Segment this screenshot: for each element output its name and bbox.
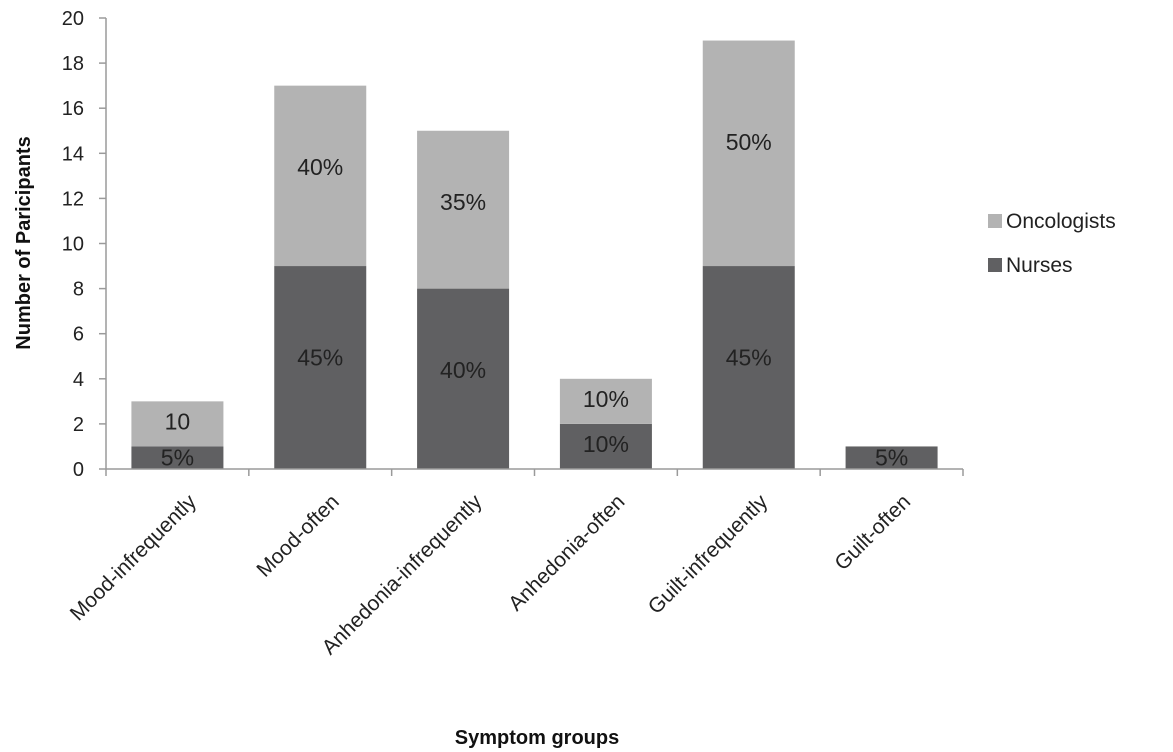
- x-category-label: Guilt-often: [830, 490, 915, 575]
- bar-oncologists-mood-often: [274, 85, 367, 267]
- y-tick-label: 18: [62, 53, 84, 75]
- data-label-nurses: 40%: [440, 357, 486, 383]
- x-category-label: Guilt-infrequently: [644, 490, 773, 619]
- data-label-oncologists: 10%: [583, 386, 629, 412]
- data-label-nurses: 10%: [583, 431, 629, 457]
- y-axis-ticks: 0 2 4 6 8 10 12 14 16 18 20: [62, 8, 964, 481]
- y-tick-label: 14: [62, 143, 84, 165]
- y-tick-label: 0: [73, 459, 84, 481]
- legend-swatch-oncologists: [988, 214, 1002, 228]
- legend-label-oncologists: Oncologists: [1006, 210, 1116, 233]
- data-label-nurses: 5%: [161, 445, 194, 471]
- bar-nurses-anhedonia-often: [559, 423, 652, 469]
- legend: Oncologists Nurses: [988, 210, 1116, 277]
- x-category-label: Anhedonia-often: [504, 490, 629, 615]
- data-label-nurses: 45%: [726, 344, 772, 370]
- legend-label-nurses: Nurses: [1006, 254, 1073, 277]
- x-axis-category-labels: Mood-infrequently Mood-oftenAnhedonia-inf…: [66, 490, 915, 659]
- bar-nurses-guilt-infrequently: [702, 266, 795, 469]
- data-label-nurses: 5%: [875, 445, 908, 471]
- y-tick-label: 20: [62, 8, 84, 30]
- legend-swatch-nurses: [988, 258, 1002, 272]
- y-tick-label: 6: [73, 324, 84, 346]
- bar-nurses-mood-often: [274, 266, 367, 469]
- bar-oncologists-anhedonia-often: [559, 378, 652, 424]
- y-tick-label: 16: [62, 98, 84, 120]
- bar-nurses-anhedonia-infrequently: [417, 288, 510, 469]
- x-category-label: Mood-often: [252, 490, 343, 581]
- data-label-oncologists: 10: [165, 409, 191, 435]
- bar-nurses-guilt-often: [845, 446, 938, 469]
- y-tick-label: 12: [62, 188, 84, 210]
- y-tick-label: 2: [73, 414, 84, 436]
- y-tick-label: 8: [73, 279, 84, 301]
- x-category-label: Anhedonia-infrequently: [318, 490, 487, 659]
- bar-oncologists-guilt-infrequently: [702, 40, 795, 267]
- data-label-oncologists: 40%: [297, 154, 343, 180]
- bar-oncologists-anhedonia-infrequently: [417, 130, 510, 289]
- bar-nurses-mood-infrequently: [131, 446, 224, 469]
- bar-oncologists-mood-infrequently: [131, 401, 224, 447]
- data-label-oncologists: 50%: [726, 129, 772, 155]
- data-label-nurses: 45%: [297, 344, 343, 370]
- data-label-oncologists: 35%: [440, 189, 486, 215]
- data-labels: 5% 10 45% 40% 40% 35% 10% 10% 45% 50% 5%: [161, 129, 908, 471]
- y-tick-label: 4: [73, 369, 84, 391]
- y-tick-label: 10: [62, 234, 84, 256]
- y-axis-title: Number of Paricipants: [13, 136, 35, 349]
- x-category-label: Mood-infrequently: [66, 490, 201, 625]
- bars: [131, 40, 938, 469]
- x-axis-title: Symptom groups: [455, 727, 619, 749]
